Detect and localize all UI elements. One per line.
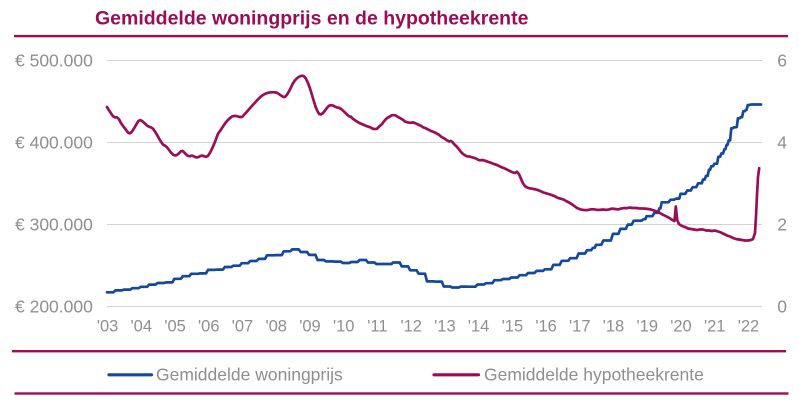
svg-text:'19: '19 xyxy=(637,318,659,336)
svg-text:'12: '12 xyxy=(400,318,422,336)
svg-text:€ 500.000: € 500.000 xyxy=(15,51,93,71)
svg-text:€ 300.000: € 300.000 xyxy=(15,215,93,235)
svg-text:'17: '17 xyxy=(569,318,591,336)
svg-text:4: 4 xyxy=(777,133,787,153)
svg-text:'11: '11 xyxy=(367,318,387,336)
svg-text:'06: '06 xyxy=(198,318,220,336)
svg-text:'13: '13 xyxy=(434,318,456,336)
svg-text:Gemiddelde woningprijs: Gemiddelde woningprijs xyxy=(156,365,343,385)
svg-text:'18: '18 xyxy=(603,318,625,336)
svg-text:'14: '14 xyxy=(468,318,490,336)
svg-text:€ 200.000: € 200.000 xyxy=(15,297,93,317)
svg-text:'22: '22 xyxy=(738,318,760,336)
svg-text:'03: '03 xyxy=(97,318,119,336)
svg-text:Gemiddelde woningprijs en de h: Gemiddelde woningprijs en de hypotheekre… xyxy=(95,8,529,30)
svg-text:'04: '04 xyxy=(131,318,153,336)
svg-text:€ 400.000: € 400.000 xyxy=(15,133,93,153)
svg-text:'15: '15 xyxy=(502,318,524,336)
svg-text:'16: '16 xyxy=(535,318,557,336)
svg-text:'10: '10 xyxy=(333,318,355,336)
svg-text:'05: '05 xyxy=(164,318,186,336)
svg-text:2: 2 xyxy=(777,215,787,235)
svg-text:'08: '08 xyxy=(265,318,287,336)
svg-text:'07: '07 xyxy=(232,318,254,336)
svg-text:'20: '20 xyxy=(670,318,692,336)
svg-text:Gemiddelde hypotheekrente: Gemiddelde hypotheekrente xyxy=(484,365,704,385)
svg-text:'09: '09 xyxy=(299,318,321,336)
svg-text:0: 0 xyxy=(777,297,787,317)
svg-text:6: 6 xyxy=(777,51,787,71)
svg-text:'21: '21 xyxy=(704,318,726,336)
